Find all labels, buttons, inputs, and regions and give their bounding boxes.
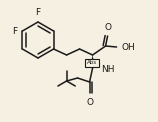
Text: Abs: Abs xyxy=(87,60,97,65)
Text: O: O xyxy=(86,98,93,107)
Text: OH: OH xyxy=(122,42,135,51)
Polygon shape xyxy=(90,55,95,68)
Text: F: F xyxy=(35,8,41,17)
Text: O: O xyxy=(104,23,111,32)
Text: NH: NH xyxy=(102,66,115,75)
Text: F: F xyxy=(12,26,17,36)
FancyBboxPatch shape xyxy=(85,59,99,66)
